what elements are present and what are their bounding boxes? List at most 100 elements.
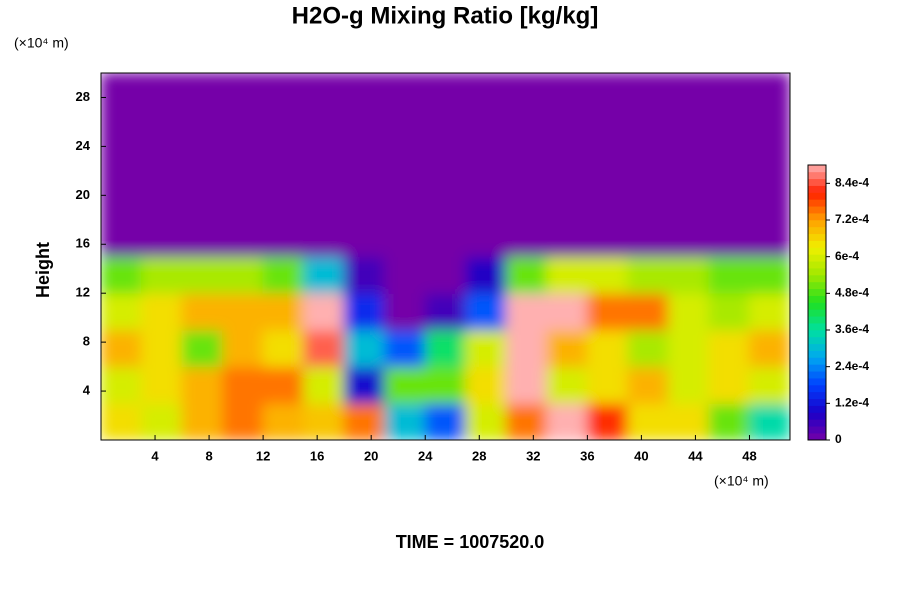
cell — [303, 292, 345, 331]
cell — [667, 402, 710, 440]
cell — [343, 109, 386, 147]
colorbar-band — [808, 364, 826, 372]
cell — [384, 219, 426, 257]
cell — [586, 145, 629, 184]
cell — [708, 402, 750, 440]
cell — [546, 109, 588, 147]
cell — [181, 329, 224, 368]
colorbar-band — [808, 260, 826, 269]
cell — [222, 109, 264, 147]
cell — [465, 73, 507, 111]
colorbar-band — [808, 370, 826, 379]
cell — [222, 329, 264, 368]
cell — [667, 256, 710, 294]
cell — [424, 366, 467, 404]
colorbar-frame — [807, 164, 827, 441]
colorbar-band — [808, 302, 826, 310]
cell — [343, 219, 386, 257]
cell — [303, 256, 345, 294]
cell — [343, 366, 386, 404]
cell — [424, 109, 467, 147]
x-tick-label: 44 — [688, 448, 703, 463]
colorbar-band — [808, 192, 826, 200]
cell — [627, 109, 669, 147]
cell — [303, 182, 345, 221]
y-tick-label: 24 — [76, 138, 91, 153]
cell — [667, 109, 710, 147]
cell — [181, 145, 224, 184]
cell — [627, 402, 669, 440]
colorbar-band — [808, 226, 826, 235]
cell — [748, 292, 790, 331]
cell — [141, 109, 183, 147]
cell — [384, 292, 426, 331]
cell — [505, 256, 548, 294]
cell — [708, 73, 750, 111]
cell — [262, 366, 305, 404]
colorbar-tick-label: 6e-4 — [835, 249, 859, 263]
cell — [141, 145, 183, 184]
cell — [262, 402, 305, 440]
cell — [708, 109, 750, 147]
cell — [181, 219, 224, 257]
cell — [303, 219, 345, 257]
cell — [101, 219, 143, 257]
colorbar-band — [808, 377, 826, 386]
cell — [303, 73, 345, 111]
cell — [222, 219, 264, 257]
cell — [505, 182, 548, 221]
colorbar-band — [808, 288, 826, 296]
colorbar-tick-label: 1.2e-4 — [835, 396, 869, 410]
cell — [303, 109, 345, 147]
cell — [627, 292, 669, 331]
cell — [343, 145, 386, 184]
cell — [101, 402, 143, 440]
cell — [141, 402, 183, 440]
cell — [546, 329, 588, 368]
cell — [465, 329, 507, 368]
x-tick-label: 28 — [472, 448, 486, 463]
cell — [505, 109, 548, 147]
cell — [222, 182, 264, 221]
cell — [465, 109, 507, 147]
cell — [101, 145, 143, 184]
cell — [465, 256, 507, 294]
cell — [222, 256, 264, 294]
cell — [181, 73, 224, 111]
cell — [546, 256, 588, 294]
cell — [627, 73, 669, 111]
y-tick-label: 8 — [83, 334, 90, 349]
y-tick-label: 20 — [76, 187, 90, 202]
cell — [384, 73, 426, 111]
cell — [586, 329, 629, 368]
y-tick-label: 12 — [76, 285, 90, 300]
cell — [222, 402, 264, 440]
cell — [141, 182, 183, 221]
colorbar-tick-label: 2.4e-4 — [835, 359, 869, 373]
cell — [546, 145, 588, 184]
cell — [465, 145, 507, 184]
field — [101, 73, 790, 440]
colorbar-band — [808, 391, 826, 400]
cell — [384, 402, 426, 440]
cell — [343, 402, 386, 440]
cell — [667, 292, 710, 331]
cell — [505, 292, 548, 331]
x-tick-label: 20 — [364, 448, 378, 463]
x-tick-label: 8 — [205, 448, 212, 463]
colorbar-band — [808, 247, 826, 255]
cell — [586, 292, 629, 331]
x-tick-label: 40 — [634, 448, 648, 463]
colorbar-band — [808, 185, 826, 193]
chart-title: H2O-g Mixing Ratio [kg/kg] — [292, 2, 599, 29]
cell — [262, 73, 305, 111]
x-tick-label: 36 — [580, 448, 594, 463]
colorbar-band — [808, 219, 826, 228]
cell — [424, 402, 467, 440]
colorbar-band — [808, 205, 826, 214]
colorbar-band — [808, 405, 826, 413]
cell — [748, 329, 790, 368]
colorbar-band — [808, 329, 826, 338]
cell — [262, 145, 305, 184]
